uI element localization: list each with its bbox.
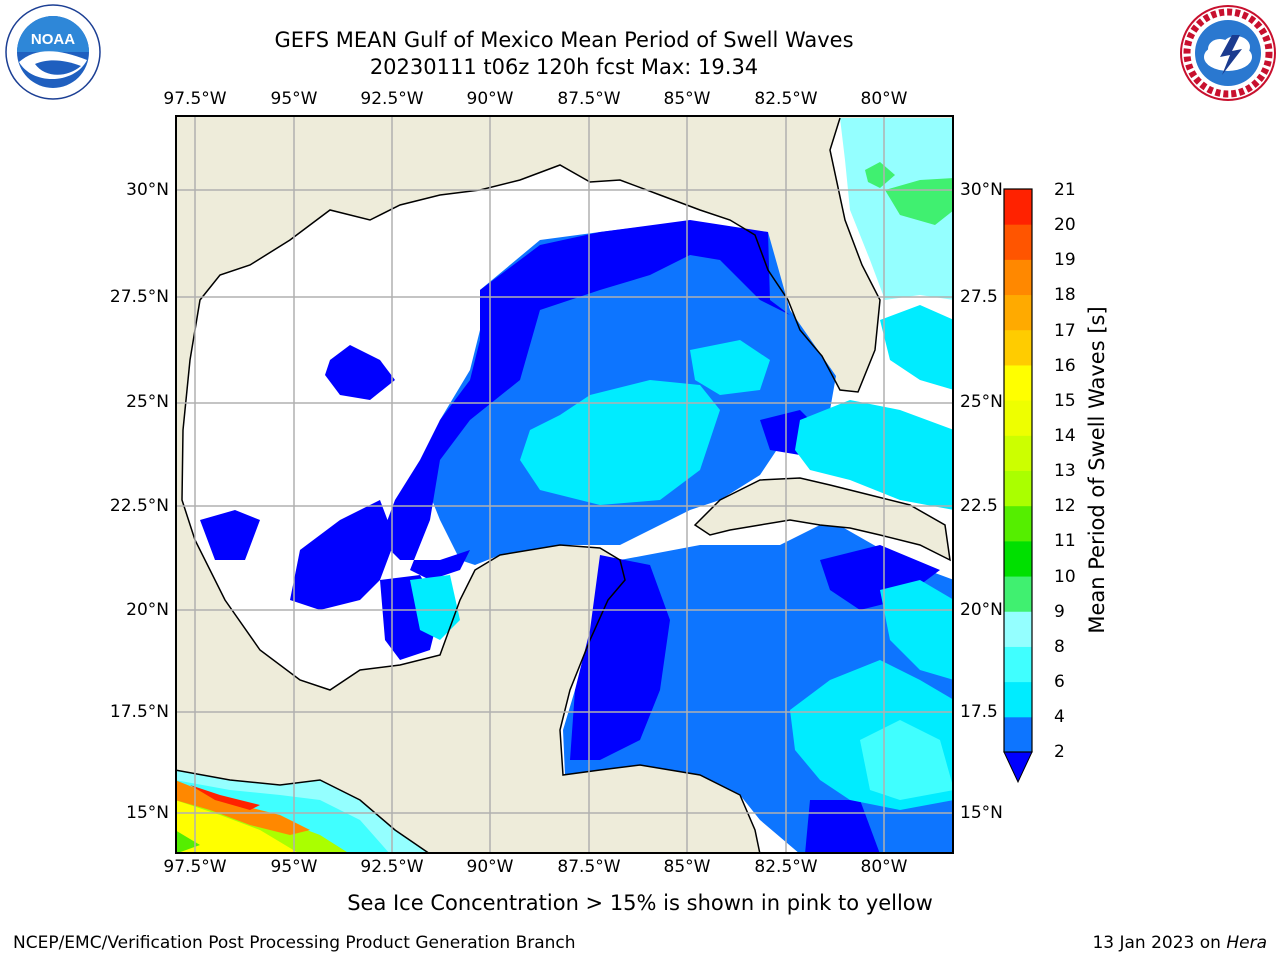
field-lt2-a [380, 220, 790, 580]
date-text: 13 Jan 2023 on Hera [1092, 933, 1267, 953]
lat-label: 15°N [960, 803, 1003, 823]
chart-title: GEFS MEAN Gulf of Mexico Mean Period of … [274, 28, 854, 52]
sea-ice-note: Sea Ice Concentration > 15% is shown in … [347, 891, 933, 915]
colorbar-tick: 19 [1054, 250, 1076, 270]
lon-label: 90°W [466, 857, 514, 877]
colorbar-cell [1004, 470, 1032, 507]
colorbar-tick: 8 [1054, 637, 1065, 657]
lon-label: 85°W [663, 89, 711, 109]
lat-label: 15°N [126, 803, 169, 823]
colorbar-tick: 2 [1054, 742, 1065, 762]
chart-subtitle: 20230111 t06z 120h fcst Max: 19.34 [369, 55, 759, 79]
colorbar-cell [1004, 259, 1032, 296]
pacific-swell-red [190, 785, 260, 810]
gridlines [175, 115, 954, 854]
lat-label: 25°N [126, 392, 169, 412]
colorbar-tick: 9 [1054, 602, 1065, 622]
lon-label: 87.5°W [557, 89, 621, 109]
date-label: 13 Jan 2023 on [1092, 933, 1221, 953]
colorbar-tick: 18 [1054, 285, 1076, 305]
lon-label: 95°W [270, 857, 318, 877]
lon-label: 82.5°W [754, 89, 818, 109]
colorbar-tick: 10 [1054, 567, 1076, 587]
field-9to10-b [865, 162, 895, 188]
lat-label: 30°N [960, 180, 1003, 200]
lon-label: 82.5°W [754, 857, 818, 877]
lon-label: 87.5°W [557, 857, 621, 877]
lat-label: 20°N [960, 600, 1003, 620]
noaa-logo-text: NOAA [31, 31, 75, 48]
lat-label: 27.5 [960, 287, 998, 307]
machine-name: Hera [1226, 933, 1267, 953]
colorbar-cell [1004, 576, 1032, 612]
lon-label: 80°W [860, 857, 908, 877]
field-4to6-a [520, 380, 720, 505]
field-lt2-g [820, 545, 940, 610]
colorbar-tick: 11 [1054, 531, 1076, 551]
lat-label: 25°N [960, 392, 1003, 412]
coastline-pacific [175, 769, 431, 854]
field-4to6-b [690, 340, 770, 395]
colorbar-cell [1004, 540, 1032, 577]
colorbar-title: Mean Period of Swell Waves [s] [1085, 306, 1109, 634]
lon-label: 92.5°W [360, 89, 424, 109]
lon-label: 80°W [860, 89, 908, 109]
land-cuba [695, 478, 950, 560]
lon-label: 92.5°W [360, 857, 424, 877]
field-lt2-e [200, 510, 260, 560]
colorbar-cell [1004, 505, 1032, 542]
colorbar-cell [1004, 189, 1032, 225]
lon-label: 95°W [270, 89, 318, 109]
colorbar-cell [1004, 329, 1032, 366]
colorbar-cell [1004, 364, 1032, 401]
lat-label: 22.5°N [109, 496, 169, 516]
lat-label: 30°N [126, 180, 169, 200]
colorbar [1003, 188, 1033, 784]
colorbar-cell [1004, 716, 1032, 753]
colorbar-tick: 13 [1054, 461, 1076, 481]
lat-label: 20°N [126, 600, 169, 620]
colorbar-tick: 20 [1054, 215, 1076, 235]
colorbar-tick: 12 [1054, 496, 1076, 516]
credit-text: NCEP/EMC/Verification Post Processing Pr… [13, 933, 576, 953]
field-lt2-c [290, 500, 395, 610]
lat-label: 22.5 [960, 496, 998, 516]
colorbar-cell [1004, 435, 1032, 471]
nws-logo [1180, 5, 1276, 101]
noaa-logo: NOAA [5, 4, 101, 100]
colorbar-tick: 6 [1054, 672, 1065, 692]
map-panel [175, 115, 954, 854]
colorbar-cell [1004, 681, 1032, 718]
lon-label: 97.5°W [163, 89, 227, 109]
colorbar-tick: 21 [1054, 180, 1076, 200]
lat-label: 27.5°N [109, 287, 169, 307]
colorbar-tick: 14 [1054, 426, 1076, 446]
field-4to6-e [880, 580, 954, 680]
colorbar-tick: 4 [1054, 707, 1065, 727]
lon-label: 97.5°W [163, 857, 227, 877]
lat-label: 17.5°N [109, 702, 169, 722]
colorbar-cell [1004, 400, 1032, 436]
lon-label: 85°W [663, 857, 711, 877]
field-lt2-b [325, 345, 395, 400]
lat-label: 17.5 [960, 702, 998, 722]
colorbar-cell [1004, 294, 1032, 331]
lon-label: 90°W [466, 89, 514, 109]
colorbar-tick: 15 [1054, 391, 1076, 411]
coastline-cuba [693, 477, 951, 562]
field-4to6-c [795, 400, 954, 510]
field-4to6-f [410, 575, 460, 640]
field-lt2-f [570, 555, 670, 760]
colorbar-cell [1004, 646, 1032, 683]
colorbar-cell [1004, 611, 1032, 647]
colorbar-extend-triangle [1003, 751, 1033, 784]
colorbar-tick: 17 [1054, 321, 1076, 341]
field-4to6-g [880, 305, 954, 390]
colorbar-tick: 16 [1054, 356, 1076, 376]
pacific-swell-green2 [175, 830, 200, 854]
colorbar-cell [1004, 224, 1032, 260]
